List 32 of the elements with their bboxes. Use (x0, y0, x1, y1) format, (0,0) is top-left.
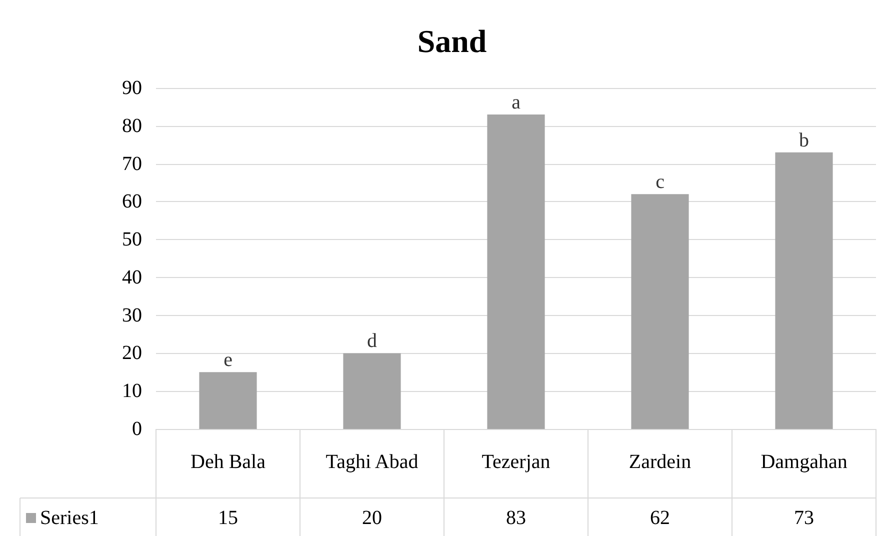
data-label: 83 (506, 507, 526, 529)
x-tick-label: Taghi Abad (326, 451, 418, 473)
x-tick-label: Deh Bala (190, 451, 266, 473)
annotation: a (512, 92, 521, 114)
annotation: c (656, 171, 665, 194)
y-tick-label: 60 (122, 190, 142, 213)
bar (775, 152, 833, 429)
x-tick-label: Zardein (628, 451, 692, 473)
data-label: 62 (650, 507, 670, 529)
y-tick-label: 0 (132, 418, 142, 440)
bar (199, 372, 257, 429)
annotation: d (367, 330, 377, 352)
y-tick-label: 50 (122, 228, 142, 251)
y-tick-label: 10 (122, 380, 142, 402)
y-tick-label: 90 (122, 77, 142, 99)
data-label: 20 (362, 507, 382, 529)
y-tick-label: 80 (122, 114, 142, 137)
x-tick-label: Tezerjan (482, 451, 550, 473)
legend-label: Series1 (40, 507, 99, 529)
data-label: 15 (218, 507, 238, 529)
chart-title: Sand (417, 23, 487, 59)
y-tick-label: 70 (122, 152, 142, 175)
y-tick-label: 20 (122, 342, 142, 364)
y-tick-label: 30 (122, 304, 142, 326)
x-tick-label: Damgahan (760, 451, 848, 473)
bar (631, 194, 689, 429)
annotation: b (799, 129, 809, 152)
y-tick-label: 40 (122, 266, 142, 288)
annotation: e (224, 349, 233, 372)
bar (487, 114, 545, 429)
data-label: 73 (794, 507, 814, 529)
bar (343, 353, 401, 429)
